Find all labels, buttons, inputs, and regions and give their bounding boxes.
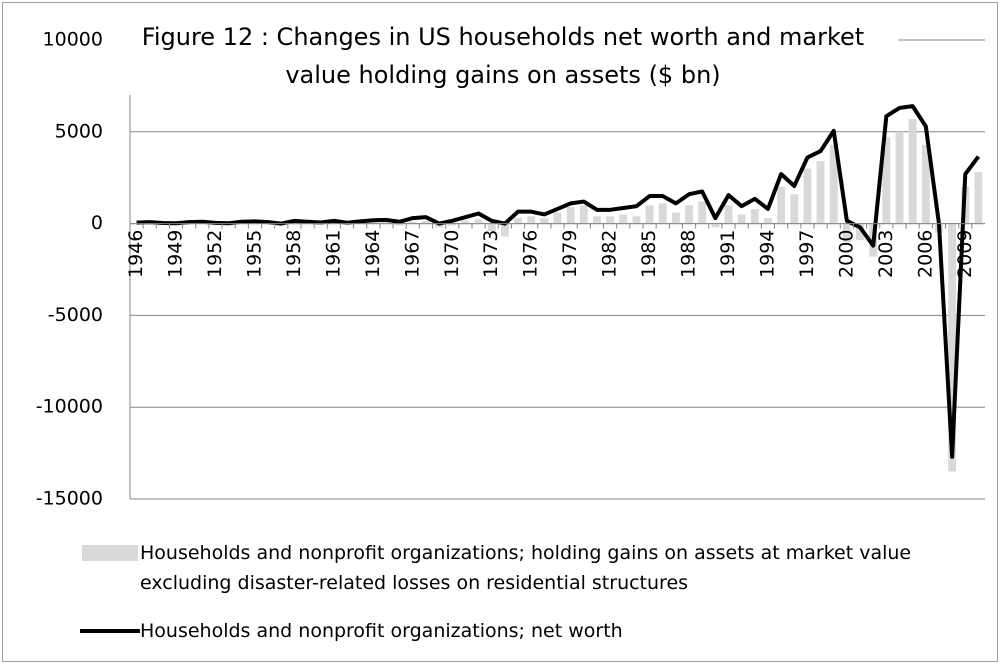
bar <box>698 201 707 224</box>
bar <box>737 214 746 224</box>
bar <box>764 218 772 224</box>
bar <box>974 172 983 224</box>
bar <box>816 161 825 224</box>
y-tick-label: 10000 <box>43 29 103 51</box>
legend-line <box>80 629 140 633</box>
bar <box>395 223 404 226</box>
x-tick-label: 1967 <box>401 230 423 278</box>
bar <box>711 223 720 228</box>
legend-label: Households and nonprofit organizations; … <box>140 542 912 594</box>
x-tick-label: 2009 <box>954 230 976 278</box>
bar <box>422 220 430 224</box>
x-tick-label: 1973 <box>480 230 502 278</box>
chart-title: Figure 12 : Changes in US households net… <box>108 18 898 94</box>
x-tick-label: 1949 <box>165 230 187 278</box>
x-tick-label: 1994 <box>756 230 778 278</box>
y-tick-label: 5000 <box>55 120 103 142</box>
bar <box>724 205 733 224</box>
bar <box>487 223 496 231</box>
bar <box>369 221 378 224</box>
y-tick-label: -15000 <box>36 488 103 510</box>
bar <box>514 218 522 224</box>
bar <box>685 205 693 224</box>
bar <box>895 131 904 224</box>
x-tick-label: 1991 <box>717 230 739 278</box>
y-tick-label: -5000 <box>48 304 103 326</box>
x-tick-label: 1955 <box>243 230 265 278</box>
bar <box>540 218 549 224</box>
bar <box>461 220 470 224</box>
bar <box>803 168 812 224</box>
bar <box>606 216 615 224</box>
bar <box>408 221 417 224</box>
bar <box>750 208 759 224</box>
y-tick-label: 0 <box>91 212 103 234</box>
bar <box>921 144 930 224</box>
x-tick-label: 1961 <box>322 230 344 278</box>
bar <box>671 212 680 224</box>
bar <box>448 223 457 226</box>
x-tick-label: 1985 <box>638 230 660 278</box>
line <box>136 104 981 459</box>
x-tick-label: 1988 <box>678 230 700 278</box>
bar <box>593 216 601 224</box>
bar <box>948 223 957 472</box>
bar <box>777 186 786 224</box>
bar <box>908 118 917 224</box>
x-tick-label: 1958 <box>283 230 305 278</box>
x-tick-label: 1997 <box>796 230 818 278</box>
bar <box>382 221 391 224</box>
bar <box>790 194 799 224</box>
bar <box>882 137 891 224</box>
x-tick-label: 2000 <box>835 230 857 278</box>
x-tick-label: 1964 <box>362 230 384 278</box>
x-tick-label: 1946 <box>125 230 147 278</box>
bar <box>474 219 483 224</box>
bar <box>829 144 838 224</box>
bar <box>619 214 628 224</box>
legend-swatch <box>82 545 138 561</box>
x-tick-label: 1952 <box>204 230 226 278</box>
x-tick-label: 1979 <box>559 230 581 278</box>
bar <box>658 203 667 224</box>
bar <box>856 223 864 241</box>
bar <box>842 223 851 242</box>
bar <box>645 205 654 224</box>
x-tick-label: 2003 <box>875 230 897 278</box>
bar <box>632 216 641 224</box>
x-tick-label: 1976 <box>520 230 542 278</box>
x-tick-label: 1970 <box>441 230 463 278</box>
y-tick-label: -10000 <box>36 396 103 418</box>
legend-item: Households and nonprofit organizations; … <box>78 616 970 646</box>
legend-item: Households and nonprofit organizations; … <box>78 538 970 598</box>
bar <box>553 212 562 224</box>
bar <box>566 207 575 224</box>
bar <box>500 223 509 237</box>
legend-label: Households and nonprofit organizations; … <box>140 620 623 642</box>
bar <box>527 216 536 224</box>
bar <box>579 205 588 224</box>
x-tick-label: 1982 <box>599 230 621 278</box>
x-tick-label: 2006 <box>914 230 936 278</box>
